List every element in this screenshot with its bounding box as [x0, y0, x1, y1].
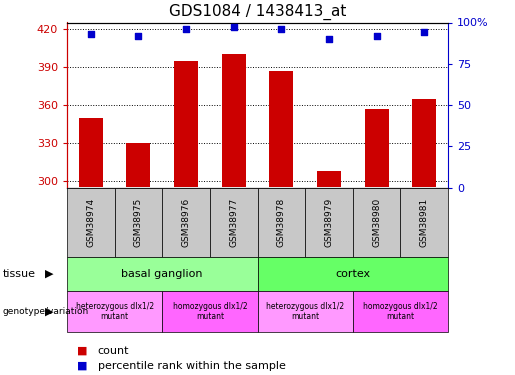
Text: basal ganglion: basal ganglion	[122, 269, 203, 279]
Text: ▶: ▶	[45, 306, 53, 316]
Point	[134, 33, 143, 39]
Bar	[127, 143, 150, 188]
Text: count: count	[98, 346, 129, 355]
Bar	[162, 291, 258, 332]
Text: ■: ■	[77, 346, 88, 355]
Bar	[67, 257, 258, 291]
Text: homozygous dlx1/2
mutant: homozygous dlx1/2 mutant	[363, 302, 438, 321]
Bar	[67, 188, 115, 257]
Bar	[317, 171, 341, 188]
Point	[277, 26, 285, 32]
Bar	[210, 188, 258, 257]
Text: GSM38979: GSM38979	[324, 198, 333, 247]
Text: GSM38976: GSM38976	[182, 198, 191, 247]
Text: GSM38978: GSM38978	[277, 198, 286, 247]
Bar	[174, 61, 198, 188]
Bar	[365, 109, 388, 188]
Bar	[305, 188, 353, 257]
Text: ■: ■	[77, 361, 88, 370]
Text: GSM38981: GSM38981	[420, 198, 428, 247]
Text: GSM38974: GSM38974	[87, 198, 95, 247]
Bar	[353, 188, 401, 257]
Bar	[222, 54, 246, 188]
Text: GSM38975: GSM38975	[134, 198, 143, 247]
Bar	[258, 188, 305, 257]
Bar	[162, 188, 210, 257]
Bar	[258, 291, 353, 332]
Bar	[269, 71, 293, 188]
Text: ▶: ▶	[45, 269, 53, 279]
Text: tissue: tissue	[3, 269, 36, 279]
Point	[87, 31, 95, 37]
Point	[230, 24, 238, 30]
Bar	[67, 291, 162, 332]
Text: heterozygous dlx1/2
mutant: heterozygous dlx1/2 mutant	[266, 302, 344, 321]
Text: percentile rank within the sample: percentile rank within the sample	[98, 361, 286, 370]
Text: genotype/variation: genotype/variation	[3, 307, 89, 316]
Text: cortex: cortex	[335, 269, 370, 279]
Point	[325, 36, 333, 42]
Title: GDS1084 / 1438413_at: GDS1084 / 1438413_at	[169, 3, 346, 20]
Point	[182, 26, 190, 32]
Text: GSM38980: GSM38980	[372, 198, 381, 247]
Text: homozygous dlx1/2
mutant: homozygous dlx1/2 mutant	[173, 302, 247, 321]
Bar	[114, 188, 162, 257]
Point	[420, 29, 428, 35]
Bar	[413, 99, 436, 188]
Bar	[258, 257, 448, 291]
Bar	[353, 291, 448, 332]
Text: heterozygous dlx1/2
mutant: heterozygous dlx1/2 mutant	[76, 302, 153, 321]
Text: GSM38977: GSM38977	[229, 198, 238, 247]
Bar	[79, 118, 102, 188]
Bar	[401, 188, 448, 257]
Point	[372, 33, 381, 39]
